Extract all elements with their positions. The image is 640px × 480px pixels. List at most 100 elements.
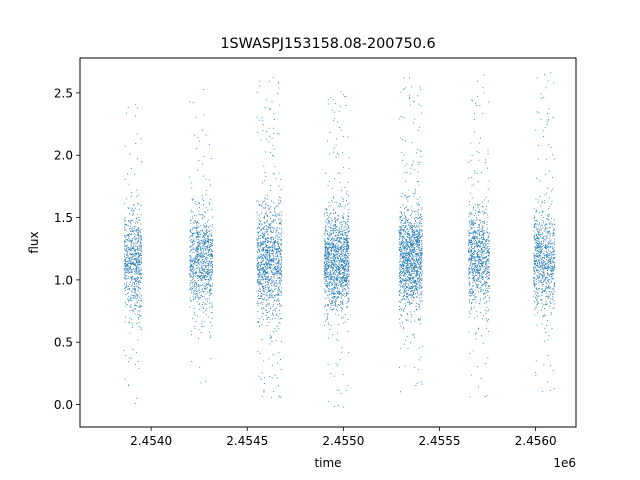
data-point [412, 265, 414, 267]
data-point [338, 247, 340, 249]
data-point [277, 242, 279, 244]
data-point [263, 237, 265, 239]
data-point [262, 269, 263, 271]
data-point [415, 276, 417, 278]
data-point [333, 249, 335, 251]
data-point [414, 234, 416, 236]
data-point [199, 254, 200, 256]
data-point [258, 325, 260, 327]
data-point [331, 303, 333, 304]
data-point [257, 276, 259, 278]
data-point [404, 365, 406, 367]
data-point [199, 277, 201, 279]
data-point [268, 227, 270, 229]
data-point [274, 284, 276, 286]
data-point [416, 237, 418, 238]
data-point [267, 249, 269, 251]
data-point [339, 267, 340, 268]
data-point [211, 254, 212, 256]
data-point [345, 254, 347, 256]
data-point [405, 219, 407, 221]
data-point [339, 292, 341, 293]
data-point [342, 291, 343, 292]
data-point [411, 258, 413, 260]
data-point [346, 200, 347, 201]
data-point [328, 205, 330, 207]
data-point [208, 254, 210, 256]
data-point [200, 278, 202, 280]
data-point [257, 282, 259, 284]
data-point [190, 211, 192, 213]
data-point [261, 182, 263, 184]
data-point [332, 304, 334, 306]
data-point [404, 273, 406, 275]
data-point [417, 244, 418, 246]
data-point [401, 242, 402, 244]
data-point [412, 258, 414, 260]
data-point [416, 254, 418, 256]
data-point [335, 212, 337, 214]
data-point [265, 213, 267, 215]
data-point [337, 248, 339, 250]
data-point [189, 101, 191, 103]
data-point [342, 373, 344, 375]
data-point [273, 272, 275, 274]
data-point [270, 108, 271, 110]
data-point [325, 321, 327, 323]
data-point [207, 262, 209, 264]
data-point [405, 287, 407, 288]
data-point [137, 252, 139, 254]
data-point [261, 273, 263, 275]
data-point [204, 267, 206, 269]
data-point [326, 208, 328, 210]
data-point [275, 255, 277, 257]
data-point [197, 263, 199, 265]
data-point [403, 290, 405, 292]
data-point [135, 252, 136, 254]
data-point [409, 294, 411, 296]
data-point [274, 296, 276, 298]
data-point [271, 137, 273, 139]
data-point [399, 295, 401, 297]
data-point [338, 292, 340, 294]
data-point [402, 252, 404, 254]
data-point [137, 246, 139, 248]
data-point [419, 220, 421, 222]
data-point [210, 233, 212, 235]
data-point [195, 262, 197, 263]
data-point [275, 314, 277, 316]
data-point [201, 239, 203, 241]
data-point [325, 253, 327, 255]
data-point [265, 272, 267, 274]
data-point [276, 230, 278, 232]
data-point [335, 277, 337, 279]
data-point [407, 286, 409, 288]
data-point [262, 249, 264, 251]
data-point [275, 286, 277, 288]
data-point [273, 215, 275, 217]
data-point [264, 255, 265, 257]
data-point [135, 281, 137, 282]
data-point [328, 243, 329, 245]
data-point [209, 233, 211, 235]
data-point [344, 279, 346, 281]
data-point [257, 262, 259, 264]
data-point [205, 257, 207, 259]
data-point [405, 216, 407, 218]
data-point [418, 245, 420, 246]
data-point [276, 277, 278, 279]
data-point [193, 260, 195, 262]
data-point [135, 229, 137, 231]
data-point [344, 257, 346, 259]
data-point [268, 279, 270, 281]
data-point [259, 235, 261, 236]
data-point [330, 257, 332, 259]
data-point [280, 270, 282, 272]
data-point [332, 227, 334, 229]
data-point [258, 265, 260, 267]
data-point [403, 275, 404, 276]
data-point [201, 229, 203, 231]
data-point [275, 263, 277, 265]
data-point [399, 286, 401, 288]
data-point [204, 282, 206, 284]
